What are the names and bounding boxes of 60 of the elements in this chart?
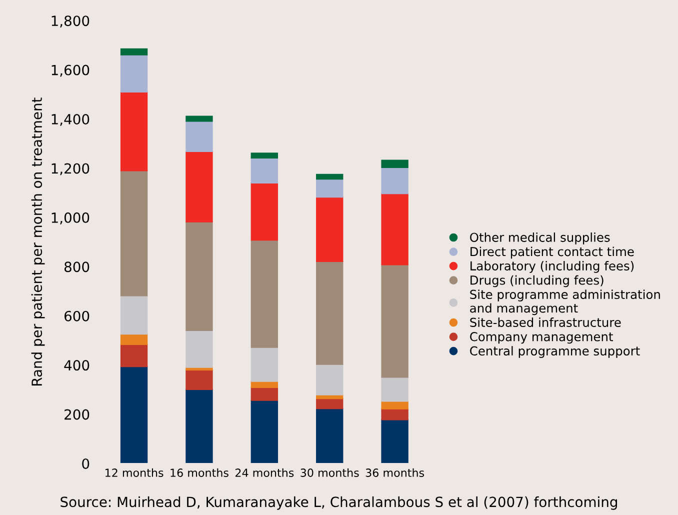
legend-label: Site programme administration and management [470, 290, 660, 316]
bar [381, 376, 408, 402]
legend-label: Site-based infrastructure [470, 318, 621, 327]
bar [186, 120, 213, 152]
bar [186, 330, 213, 368]
bar [120, 295, 148, 335]
y-tick-label: 1,000 [52, 212, 90, 224]
y-tick-label: 1,800 [52, 16, 90, 28]
bar [250, 152, 278, 158]
bar [381, 166, 408, 194]
bar [316, 178, 344, 198]
y-tick-label: 0 [82, 458, 90, 469]
bar [316, 408, 344, 464]
legend-label: Direct patient contact time [470, 246, 634, 259]
bar [186, 369, 213, 390]
legend-label: Central programme support [470, 346, 640, 358]
x-tick-label: 36 months [366, 468, 424, 477]
legend-label: Other medical supplies [470, 232, 610, 244]
bar [316, 174, 344, 180]
bar [316, 196, 344, 262]
bar [381, 419, 408, 464]
bar [381, 160, 408, 168]
legend-label: Company management [470, 332, 613, 344]
bar [250, 182, 278, 241]
y-tick-label: 1,200 [52, 163, 90, 176]
bar [186, 221, 213, 331]
bar [120, 48, 148, 56]
y-tick-label: 800 [64, 262, 90, 272]
y-tick-label: 1,600 [52, 64, 90, 77]
bar [250, 400, 278, 464]
bar [250, 157, 278, 184]
x-tick-label: 30 months [300, 468, 359, 477]
x-tick-label: 24 months [235, 468, 294, 477]
y-tick-label: 400 [64, 360, 90, 371]
bar [250, 346, 278, 382]
bar [316, 364, 344, 396]
bar [186, 388, 213, 464]
legend-label: Laboratory (including fees) [470, 261, 634, 273]
source-note: Source: Muirhead D, Kumaranayake L, Charalambous S et al (2007) forthcoming [60, 496, 617, 510]
y-tick-label: 600 [64, 310, 90, 322]
bar [250, 240, 278, 348]
bar [120, 170, 148, 296]
x-tick-label: 12 months [105, 468, 164, 477]
bar [120, 334, 148, 345]
bar [120, 344, 148, 368]
bar [381, 408, 408, 420]
bar [381, 193, 408, 266]
bar [186, 116, 213, 122]
y-axis-title: Rand per patient per month on treatment [31, 98, 45, 386]
bar [316, 260, 344, 365]
y-tick-label: 1,400 [52, 114, 90, 126]
bar [120, 54, 148, 93]
bar [250, 386, 278, 401]
x-tick-label: 16 months [170, 468, 228, 477]
y-tick-label: 200 [64, 409, 90, 420]
legend-label: Drugs (including fees) [470, 275, 604, 288]
bar [120, 366, 148, 464]
bar [381, 264, 408, 378]
bar [120, 91, 148, 172]
bar [186, 150, 213, 222]
